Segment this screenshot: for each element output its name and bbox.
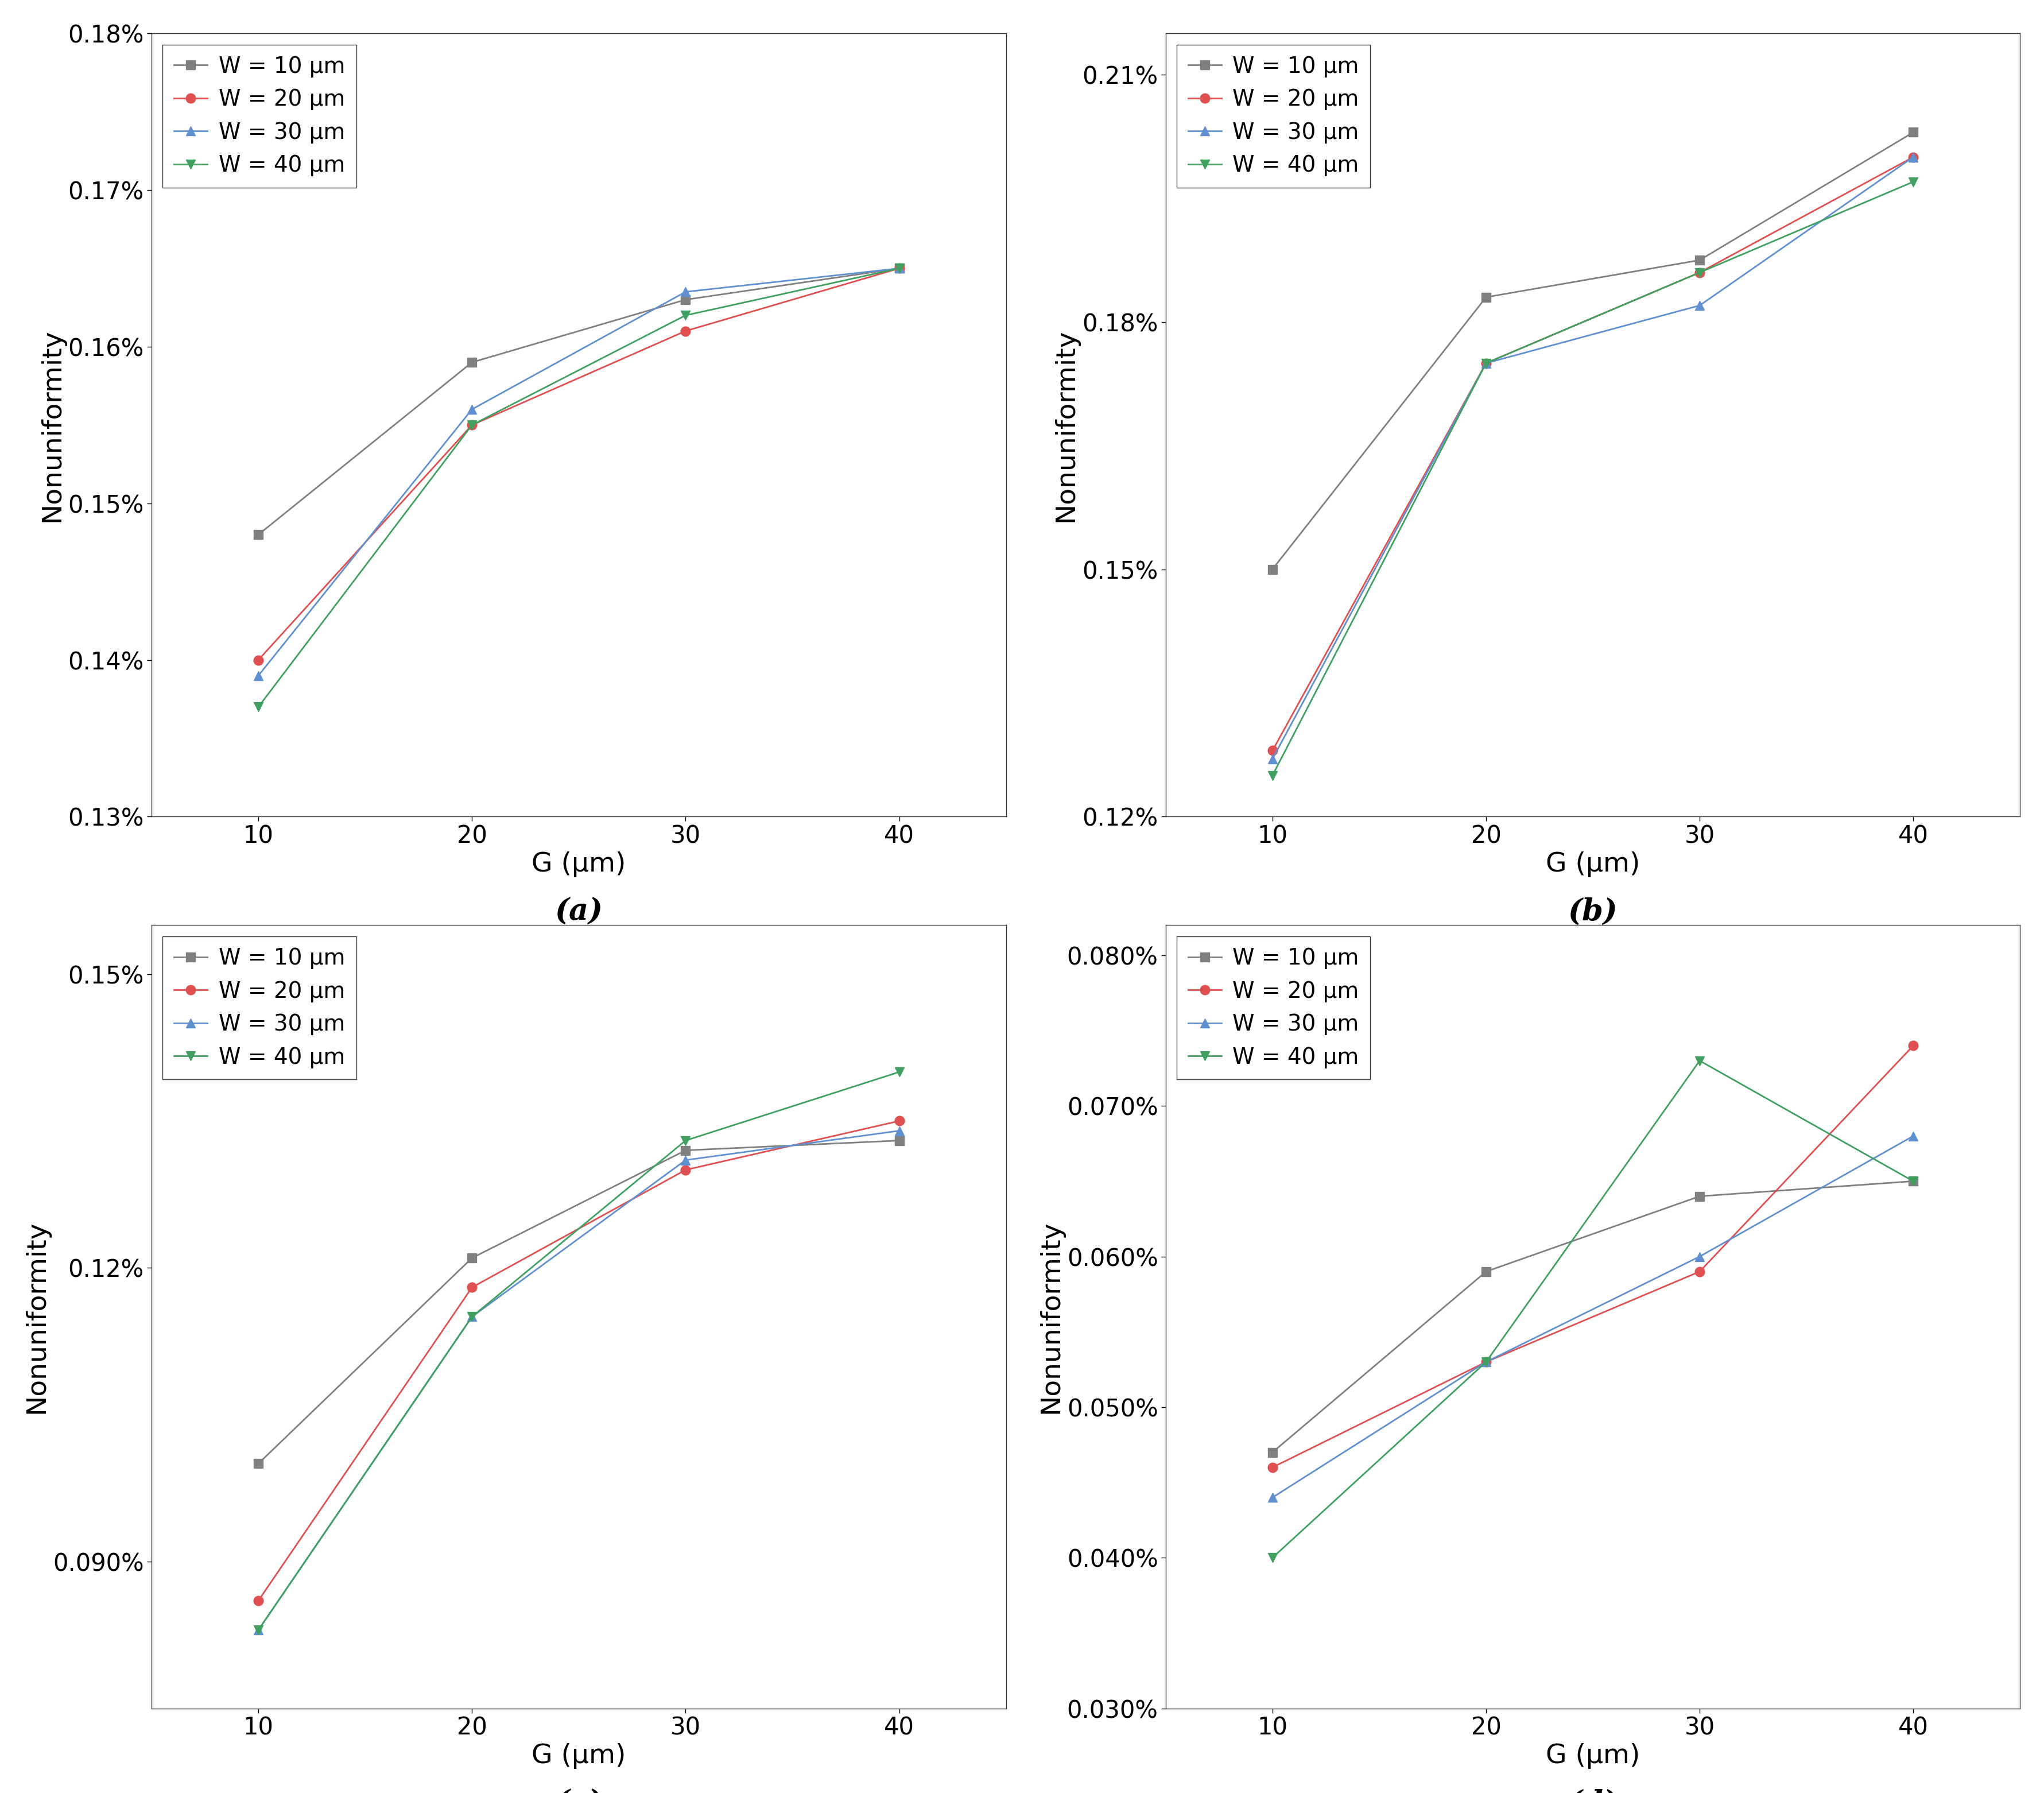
W = 30 μm — [460, 1305, 484, 1327]
W = 30 μm — [1474, 1352, 1498, 1373]
W = 40 μm — [245, 696, 270, 717]
W = 40 μm — [460, 1305, 484, 1327]
W = 20 μm — [1688, 1260, 1713, 1282]
Line: W = 30 μm: W = 30 μm — [1267, 152, 1917, 764]
Line: W = 40 μm: W = 40 μm — [253, 264, 903, 712]
W = 10 μm — [1474, 1260, 1498, 1282]
W = 30 μm — [1474, 353, 1498, 375]
W = 10 μm — [1261, 558, 1286, 579]
W = 40 μm — [1261, 764, 1286, 785]
X-axis label: G (μm): G (μm) — [531, 1743, 625, 1770]
W = 30 μm — [1261, 1486, 1286, 1508]
W = 30 μm — [1688, 1246, 1713, 1268]
Legend: W = 10 μm, W = 20 μm, W = 30 μm, W = 40 μm: W = 10 μm, W = 20 μm, W = 30 μm, W = 40 … — [1177, 936, 1369, 1079]
W = 30 μm — [245, 665, 270, 687]
Line: W = 20 μm: W = 20 μm — [1267, 1042, 1917, 1472]
W = 10 μm — [460, 1248, 484, 1269]
W = 20 μm — [672, 321, 697, 342]
W = 20 μm — [460, 414, 484, 436]
W = 30 μm — [672, 282, 697, 303]
W = 40 μm — [672, 305, 697, 326]
W = 20 μm — [1474, 353, 1498, 375]
Line: W = 30 μm: W = 30 μm — [253, 264, 903, 680]
W = 10 μm — [1901, 122, 1925, 143]
X-axis label: G (μm): G (μm) — [1545, 1743, 1639, 1770]
W = 30 μm — [887, 1121, 912, 1142]
Line: W = 30 μm: W = 30 μm — [253, 1126, 903, 1635]
W = 10 μm — [460, 351, 484, 373]
Line: W = 40 μm: W = 40 μm — [1267, 178, 1917, 780]
W = 40 μm — [887, 1061, 912, 1083]
W = 20 μm — [245, 649, 270, 671]
Line: W = 40 μm: W = 40 μm — [253, 1067, 903, 1635]
W = 30 μm — [1901, 147, 1925, 169]
W = 30 μm — [1688, 294, 1713, 316]
W = 10 μm — [672, 289, 697, 310]
W = 40 μm — [672, 1130, 697, 1151]
W = 20 μm — [1474, 1352, 1498, 1373]
W = 20 μm — [672, 1158, 697, 1180]
X-axis label: G (μm): G (μm) — [1545, 852, 1639, 877]
Legend: W = 10 μm, W = 20 μm, W = 30 μm, W = 40 μm: W = 10 μm, W = 20 μm, W = 30 μm, W = 40 … — [164, 45, 356, 188]
W = 20 μm — [1901, 1035, 1925, 1056]
Line: W = 10 μm: W = 10 μm — [1267, 1176, 1917, 1458]
W = 40 μm — [460, 414, 484, 436]
W = 40 μm — [1474, 1352, 1498, 1373]
W = 10 μm — [887, 258, 912, 280]
Line: W = 10 μm: W = 10 μm — [1267, 127, 1917, 574]
W = 20 μm — [887, 1110, 912, 1131]
W = 30 μm — [672, 1149, 697, 1171]
Text: (a): (a) — [554, 896, 603, 927]
Line: W = 20 μm: W = 20 μm — [253, 264, 903, 665]
W = 40 μm — [1688, 262, 1713, 283]
Legend: W = 10 μm, W = 20 μm, W = 30 μm, W = 40 μm: W = 10 μm, W = 20 μm, W = 30 μm, W = 40 … — [164, 936, 356, 1079]
Line: W = 20 μm: W = 20 μm — [1267, 152, 1917, 755]
W = 10 μm — [245, 1452, 270, 1474]
W = 20 μm — [1688, 262, 1713, 283]
Line: W = 40 μm: W = 40 μm — [1267, 1056, 1917, 1562]
W = 40 μm — [1901, 1171, 1925, 1192]
W = 10 μm — [672, 1140, 697, 1162]
W = 40 μm — [887, 258, 912, 280]
W = 10 μm — [1901, 1171, 1925, 1192]
Text: (b): (b) — [1568, 896, 1617, 927]
Line: W = 10 μm: W = 10 μm — [253, 264, 903, 540]
W = 10 μm — [1688, 249, 1713, 271]
W = 20 μm — [460, 1277, 484, 1298]
Y-axis label: Nonuniformity: Nonuniformity — [1053, 328, 1079, 522]
W = 20 μm — [1901, 147, 1925, 169]
Y-axis label: Nonuniformity: Nonuniformity — [25, 1219, 49, 1413]
Legend: W = 10 μm, W = 20 μm, W = 30 μm, W = 40 μm: W = 10 μm, W = 20 μm, W = 30 μm, W = 40 … — [1177, 45, 1369, 188]
W = 10 μm — [887, 1130, 912, 1151]
Text: (c): (c) — [556, 1789, 603, 1793]
W = 30 μm — [887, 258, 912, 280]
W = 20 μm — [245, 1590, 270, 1612]
W = 20 μm — [1261, 741, 1286, 762]
W = 20 μm — [887, 258, 912, 280]
W = 10 μm — [1474, 287, 1498, 308]
W = 20 μm — [1261, 1456, 1286, 1477]
Line: W = 30 μm: W = 30 μm — [1267, 1131, 1917, 1503]
W = 30 μm — [245, 1619, 270, 1641]
Line: W = 20 μm: W = 20 μm — [253, 1117, 903, 1605]
W = 40 μm — [1474, 353, 1498, 375]
W = 40 μm — [1688, 1051, 1713, 1072]
W = 30 μm — [1901, 1126, 1925, 1148]
W = 40 μm — [1261, 1547, 1286, 1569]
W = 30 μm — [1261, 748, 1286, 769]
W = 10 μm — [245, 524, 270, 545]
W = 40 μm — [1901, 170, 1925, 192]
Line: W = 10 μm: W = 10 μm — [253, 1135, 903, 1468]
Y-axis label: Nonuniformity: Nonuniformity — [1038, 1219, 1063, 1413]
W = 30 μm — [460, 398, 484, 420]
W = 40 μm — [245, 1619, 270, 1641]
Y-axis label: Nonuniformity: Nonuniformity — [39, 328, 65, 522]
X-axis label: G (μm): G (μm) — [531, 852, 625, 877]
Text: (d): (d) — [1568, 1789, 1617, 1793]
W = 10 μm — [1261, 1442, 1286, 1463]
W = 10 μm — [1688, 1185, 1713, 1207]
